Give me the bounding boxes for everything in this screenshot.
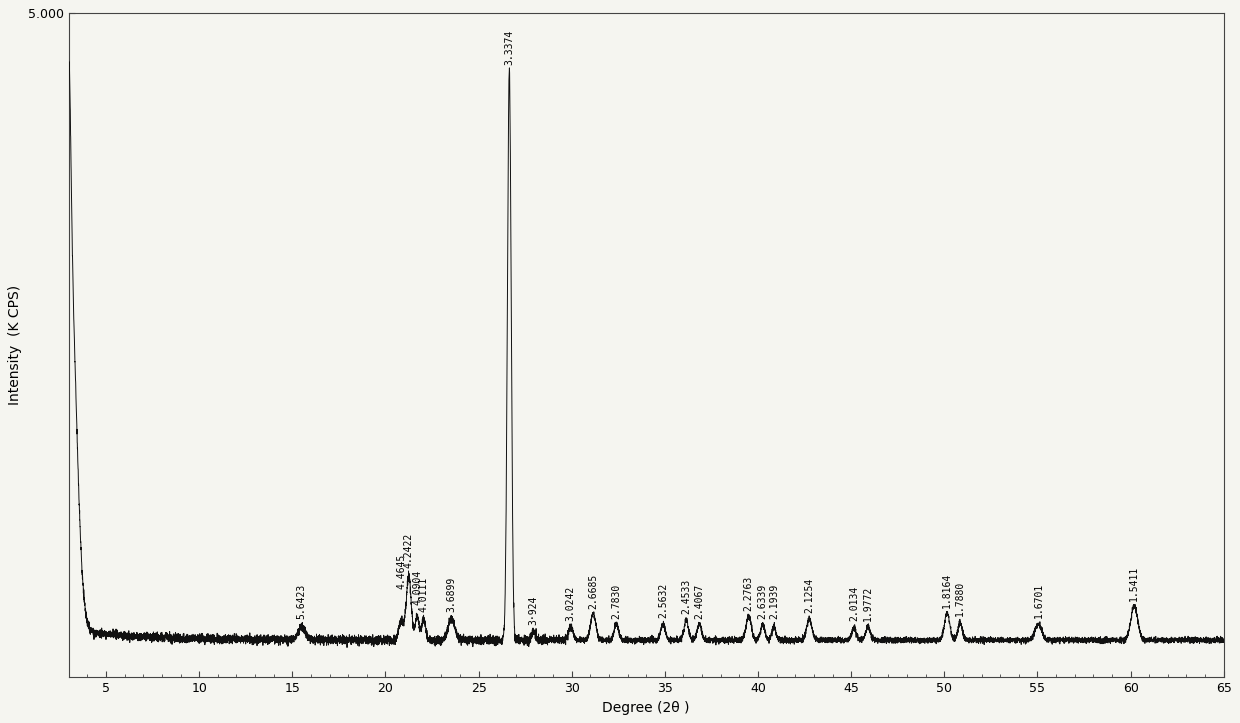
Text: 1.8164: 1.8164: [942, 573, 952, 608]
Text: 2.7830: 2.7830: [611, 583, 621, 619]
Text: 3.6899: 3.6899: [446, 577, 456, 612]
Text: 4.4645: 4.4645: [397, 553, 407, 589]
Text: 2.6685: 2.6685: [588, 573, 598, 609]
Y-axis label: Intensity  (K CPS): Intensity (K CPS): [9, 286, 22, 406]
Text: 1.6701: 1.6701: [1033, 583, 1043, 618]
Text: 2.4067: 2.4067: [694, 583, 704, 619]
Text: 2.2763: 2.2763: [744, 576, 754, 611]
Text: 2.4533: 2.4533: [681, 579, 691, 615]
Text: 3·924: 3·924: [528, 595, 538, 625]
Text: 2.5632: 2.5632: [658, 583, 668, 618]
Text: 3.3374: 3.3374: [505, 30, 515, 64]
Text: 1.5411: 1.5411: [1130, 566, 1140, 601]
Text: 4.0111: 4.0111: [419, 577, 429, 612]
X-axis label: Degree (2θ ): Degree (2θ ): [603, 701, 689, 714]
Text: 5.6423: 5.6423: [296, 584, 306, 619]
Text: 2.1939: 2.1939: [769, 584, 779, 619]
Text: 4.2422: 4.2422: [404, 532, 414, 568]
Text: 1.7880: 1.7880: [955, 581, 965, 616]
Text: 3.0242: 3.0242: [565, 585, 575, 620]
Text: 2.1254: 2.1254: [805, 578, 815, 612]
Text: 2.0134: 2.0134: [849, 586, 859, 621]
Text: 2.6339: 2.6339: [758, 584, 768, 619]
Text: 4.0904: 4.0904: [412, 570, 422, 605]
Text: 1.9772: 1.9772: [863, 585, 873, 620]
